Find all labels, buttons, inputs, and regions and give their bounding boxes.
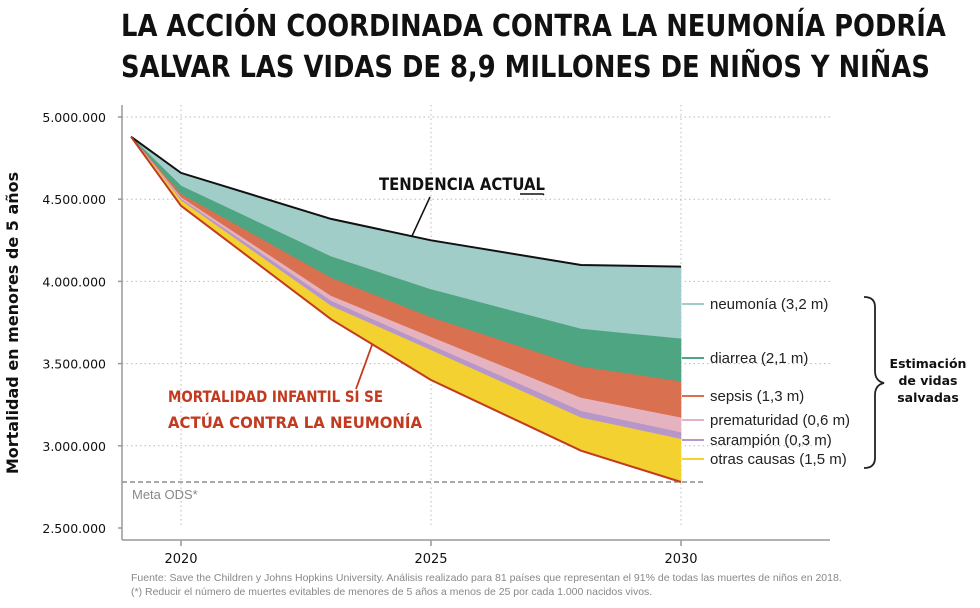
legend-label-1: diarrea (2,1 m) <box>710 350 808 367</box>
footnote-source: Fuente: Save the Children y Johns Hopkin… <box>131 572 842 584</box>
y-tick-label-3: 3.500.000 <box>42 357 106 372</box>
y-tick-label-5: 2.500.000 <box>42 521 106 536</box>
y-tick-label-1: 4.500.000 <box>42 192 106 207</box>
legend-label-0: neumonía (3,2 m) <box>710 296 828 313</box>
tendencia-leader <box>411 196 431 237</box>
bracket-label-0: Estimación <box>890 356 967 371</box>
legend: neumonía (3,2 m) diarrea (2,1 m) sepsis (1… <box>682 296 850 468</box>
chart-title-line-1: LA ACCIÓN COORDINADA CONTRA LA NEUMONÍA … <box>121 9 946 44</box>
footnote-meta-definition: (*) Reducir el número de muertes evitabl… <box>131 586 653 598</box>
bracket-brace <box>863 296 885 469</box>
bracket: Estimación de vidas salvadas <box>863 296 967 469</box>
series-lines <box>122 135 705 483</box>
annotation-mortalidad-line-2: ACTÚA CONTRA LA NEUMONÍA <box>168 413 423 432</box>
y-tick-labels: 5.000.000 4.500.000 4.000.000 3.500.000 3.00… <box>42 110 106 536</box>
chart-title-line-2: SALVAR LAS VIDAS DE 8,9 MILLONES DE NIÑO… <box>121 50 930 85</box>
legend-label-3: prematuridad (0,6 m) <box>710 412 850 429</box>
annotation-mortalidad-line-1: MORTALIDAD INFANTIL SI SE <box>168 387 383 406</box>
legend-label-5: otras causas (1,5 m) <box>710 451 847 468</box>
axes <box>118 105 830 546</box>
x-tick-label-1: 2025 <box>414 552 447 567</box>
line-mortalidad-neumonia <box>130 136 682 483</box>
line-tendencia-actual <box>130 135 682 268</box>
annotations: TENDENCIA ACTUAL MORTALIDAD INFANTIL SI … <box>132 175 545 502</box>
y-tick-label-2: 4.000.000 <box>42 274 106 289</box>
x-tick-labels: 2020 2025 2030 <box>164 552 697 567</box>
legend-label-2: sepsis (1,3 m) <box>710 388 804 405</box>
bracket-label-2: salvadas <box>897 390 959 405</box>
x-tick-label-2: 2030 <box>664 552 697 567</box>
legend-label-4: sarampión (0,3 m) <box>710 432 832 449</box>
x-tick-label-0: 2020 <box>164 552 197 567</box>
annotation-meta-ods: Meta ODS* <box>132 487 198 502</box>
stacked-areas <box>130 136 682 483</box>
y-tick-label-4: 3.000.000 <box>42 439 106 454</box>
y-axis-label: Mortalidad en menores de 5 años <box>3 172 22 474</box>
chart-title: LA ACCIÓN COORDINADA CONTRA LA NEUMONÍA … <box>121 6 946 88</box>
y-tick-label-0: 5.000.000 <box>42 110 106 125</box>
mortalidad-leader <box>355 344 373 390</box>
tendencia-leader-h <box>520 193 545 196</box>
bracket-label-1: de vidas <box>898 373 957 388</box>
footnote: Fuente: Save the Children y Johns Hopkin… <box>131 571 842 599</box>
annotation-tendencia-actual: TENDENCIA ACTUAL <box>379 175 545 195</box>
